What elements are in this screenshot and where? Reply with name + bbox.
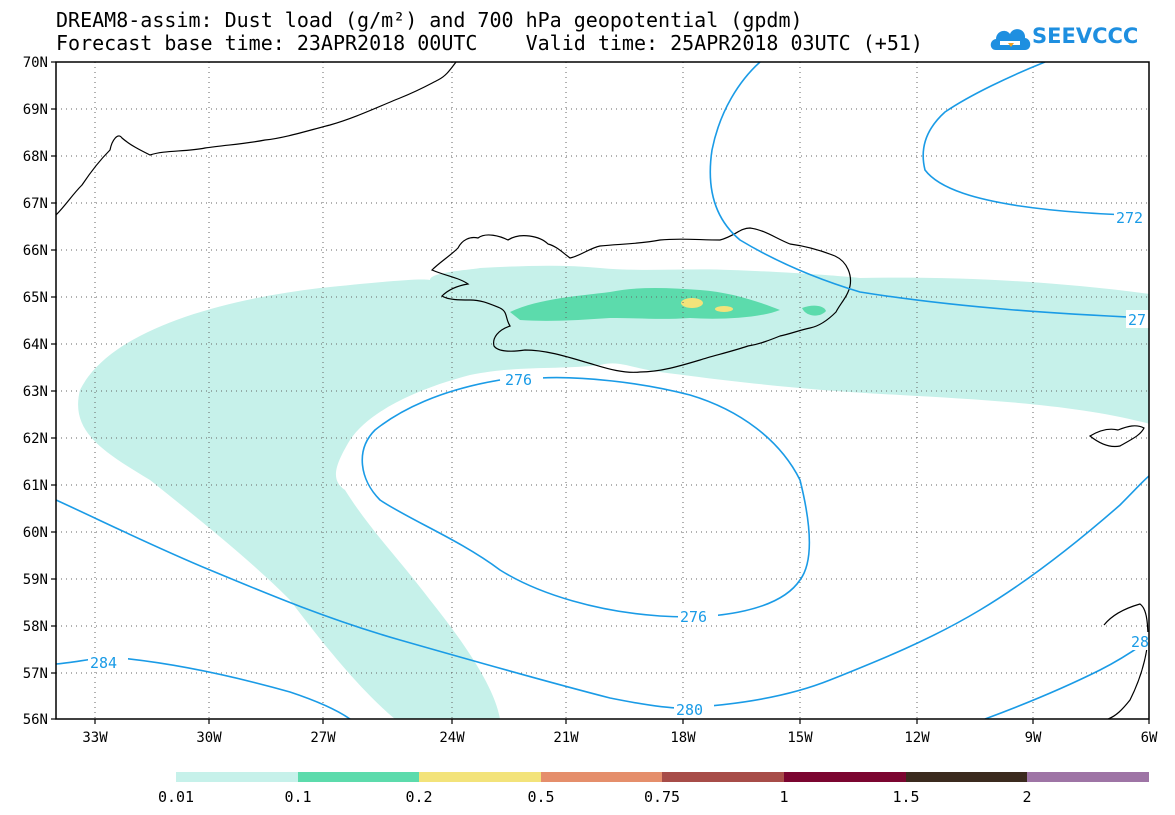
lat-label: 56N <box>23 712 48 728</box>
legend-swatch <box>1027 772 1149 782</box>
legend-label: 1 <box>779 788 788 806</box>
map-title: DREAM8-assim: Dust load (g/m²) and 700 h… <box>56 8 803 32</box>
logo-text: SEEVCCC <box>1032 24 1139 48</box>
legend-label: 0.75 <box>644 788 680 806</box>
lon-label: 12W <box>904 730 930 746</box>
legend-label: 2 <box>1022 788 1031 806</box>
seevccc-logo: SEEVCCC <box>988 18 1158 58</box>
longitude-labels: 33W 30W 27W 24W 21W 18W 15W 12W 9W 6W <box>82 730 1158 746</box>
contour-label-28-east: 28 <box>1131 633 1149 651</box>
dust-region-high-2 <box>715 306 733 312</box>
lat-label: 70N <box>23 55 48 71</box>
lon-label: 18W <box>670 730 696 746</box>
dust-region-mid <box>510 288 780 321</box>
dust-region-mid-east <box>802 305 826 316</box>
lat-label: 65N <box>23 290 48 306</box>
contour-label-276-south: 276 <box>680 608 707 626</box>
color-legend: 0.01 0.1 0.2 0.5 0.75 1 1.5 2 <box>158 772 1149 806</box>
cloud-icon <box>990 29 1031 50</box>
contour-284-east <box>984 639 1149 719</box>
lon-label: 24W <box>439 730 465 746</box>
lat-label: 67N <box>23 196 48 212</box>
contour-276 <box>361 376 811 618</box>
lat-label: 59N <box>23 572 48 588</box>
legend-swatch <box>784 772 906 782</box>
lat-label: 63N <box>23 384 48 400</box>
contour-label-284: 284 <box>90 654 117 672</box>
contour-label-276-north: 276 <box>505 371 532 389</box>
map-subtitle: Forecast base time: 23APR2018 00UTC Vali… <box>56 31 923 55</box>
lat-label: 61N <box>23 478 48 494</box>
legend-swatch <box>541 772 662 782</box>
contour-272 <box>709 62 1149 319</box>
dust-region-low <box>78 265 1149 719</box>
dust-region-high-1 <box>681 298 703 308</box>
legend-swatch <box>419 772 541 782</box>
legend-label: 0.1 <box>284 788 311 806</box>
lat-label: 58N <box>23 619 48 635</box>
scotland-coast <box>1103 603 1149 719</box>
contour-label-280: 280 <box>676 701 703 719</box>
contour-label-bg <box>88 208 1149 718</box>
legend-swatch <box>298 772 419 782</box>
latitude-labels: 70N 69N 68N 67N 66N 65N 64N 63N 62N 61N … <box>23 55 48 728</box>
lon-label: 9W <box>1025 730 1042 746</box>
grid-lines <box>56 62 1149 719</box>
legend-label: 1.5 <box>892 788 919 806</box>
legend-swatch <box>176 772 298 782</box>
contour-272-top <box>922 62 1149 217</box>
legend-swatch <box>906 772 1027 782</box>
legend-swatch <box>662 772 784 782</box>
lat-label: 62N <box>23 431 48 447</box>
legend-label: 0.01 <box>158 788 194 806</box>
faroe-coast <box>1088 425 1145 448</box>
lat-label: 64N <box>23 337 48 353</box>
lon-label: 30W <box>196 730 222 746</box>
lon-label: 21W <box>553 730 579 746</box>
lat-label: 60N <box>23 525 48 541</box>
legend-label: 0.5 <box>527 788 554 806</box>
lat-label: 68N <box>23 149 48 165</box>
lon-label: 15W <box>787 730 813 746</box>
lon-label: 33W <box>82 730 108 746</box>
lon-label: 6W <box>1141 730 1158 746</box>
contour-label-27-east: 27 <box>1128 311 1146 329</box>
lat-label: 69N <box>23 102 48 118</box>
greenland-coast <box>56 62 457 216</box>
iceland-coast <box>430 227 852 373</box>
axis-ticks <box>51 61 1150 724</box>
lat-label: 66N <box>23 243 48 259</box>
legend-label: 0.2 <box>405 788 432 806</box>
lon-label: 27W <box>310 730 336 746</box>
lat-label: 57N <box>23 666 48 682</box>
contour-label-272: 272 <box>1116 209 1143 227</box>
